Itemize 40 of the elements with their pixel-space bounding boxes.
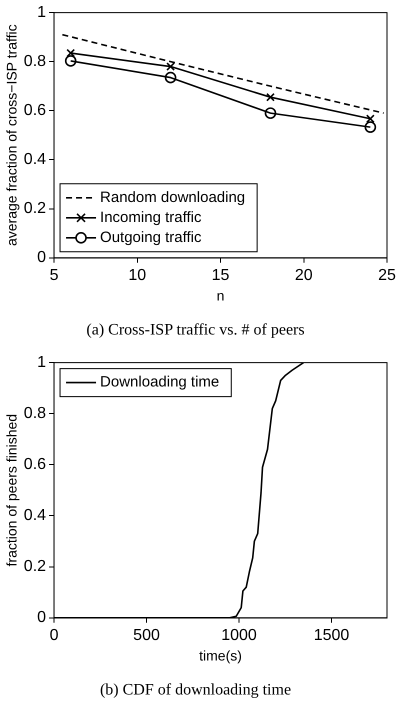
point xyxy=(64,55,76,67)
point xyxy=(366,114,375,124)
x-tick-label: 0 xyxy=(50,626,59,644)
y-tick-label: 0.8 xyxy=(24,53,46,70)
y-tick-label: 0 xyxy=(37,249,46,266)
y-tick-label: 0.6 xyxy=(24,456,46,474)
text: (b) CDF of downloading time xyxy=(100,682,292,699)
x-tick-label: 1000 xyxy=(221,626,257,644)
y-tick-label: 0.4 xyxy=(24,507,46,524)
y-tick-label: 1 xyxy=(37,4,46,22)
x-tick-label: 20 xyxy=(294,266,313,284)
text: (a) Cross-ISP traffic vs. # of peers xyxy=(86,322,305,339)
point xyxy=(264,107,276,119)
y-tick-label: 0.2 xyxy=(24,558,46,576)
point xyxy=(164,72,176,84)
x-tick-label: 500 xyxy=(133,626,160,644)
line-series xyxy=(62,34,384,114)
y-tick-label: 0 xyxy=(37,609,46,626)
y-axis-title: fraction of peers finished xyxy=(3,414,20,566)
y-tick-label: 0.8 xyxy=(24,405,46,422)
x-tick-label: 25 xyxy=(378,266,396,284)
legend-label: Outgoing traffic xyxy=(100,228,202,246)
x-axis-title: time(s) xyxy=(199,647,242,664)
x-tick-label: 1500 xyxy=(314,626,350,644)
legend-label: Incoming traffic xyxy=(100,208,202,226)
y-tick-label: 0.4 xyxy=(24,151,46,168)
x-tick-label: 15 xyxy=(212,266,230,284)
y-tick-label: 0.2 xyxy=(24,200,46,218)
x-tick-label: 10 xyxy=(128,266,146,284)
y-tick-label: 1 xyxy=(37,354,46,372)
y-axis-title: average fraction of cross−ISP traffic xyxy=(3,24,20,246)
legend-label: Random downloading xyxy=(100,188,246,206)
y-tick-label: 0.6 xyxy=(24,102,46,120)
x-axis-title: n xyxy=(216,287,224,304)
point xyxy=(166,62,175,71)
x-tick-label: 5 xyxy=(50,266,59,284)
point xyxy=(266,92,275,102)
point xyxy=(364,121,376,133)
point xyxy=(66,48,76,58)
legend-label: Downloading time xyxy=(100,374,220,391)
